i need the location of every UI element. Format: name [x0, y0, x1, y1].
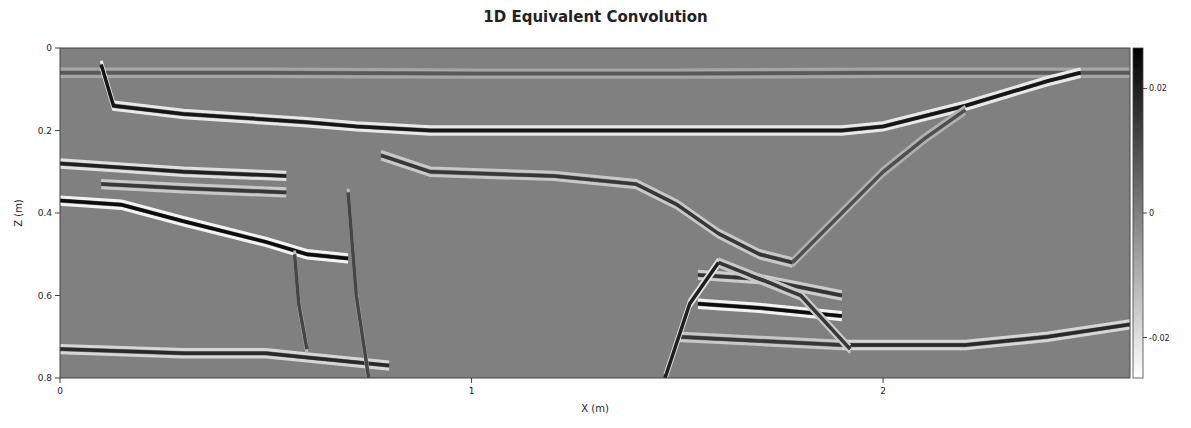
y-tick: [55, 130, 60, 131]
reflector-sidelobe: [793, 114, 966, 267]
y-axis-label: Z (m): [13, 199, 24, 227]
reflector: [60, 71, 1130, 75]
colorbar-tick: [1143, 88, 1147, 89]
plot-frame: [60, 48, 1130, 378]
y-tick-label: 0.6: [38, 291, 53, 301]
colorbar-tick-label: 0.02: [1149, 84, 1167, 93]
reflector: [101, 65, 1080, 131]
reflectors: [60, 61, 1130, 378]
x-tick: [471, 378, 472, 383]
y-tick-label: 0.4: [38, 208, 53, 218]
y-tick: [55, 48, 60, 49]
y-tick: [55, 213, 60, 214]
colorbar-tick-label: 0: [1149, 209, 1154, 218]
y-tick-label: 0: [46, 43, 52, 53]
reflector: [348, 192, 369, 378]
colorbar: [1133, 48, 1143, 378]
x-tick-label: 2: [880, 386, 886, 396]
reflector: [793, 110, 966, 263]
x-axis-label: X (m): [581, 403, 609, 414]
reflector: [60, 164, 286, 176]
colorbar-tick-label: -0.02: [1149, 334, 1170, 343]
y-tick: [55, 295, 60, 296]
reflector-sidelobe: [60, 75, 1130, 79]
x-tick-label: 0: [57, 386, 63, 396]
reflector: [719, 263, 851, 350]
reflector: [60, 201, 348, 259]
reflector-sidelobe: [381, 159, 793, 266]
colorbar-tick: [1143, 337, 1147, 338]
plot-background: [60, 48, 1130, 378]
x-tick: [883, 378, 884, 383]
reflector: [677, 337, 842, 345]
reflector-sidelobe: [719, 266, 851, 353]
x-tick: [60, 378, 61, 383]
y-tick-label: 0.8: [38, 373, 53, 383]
reflector: [842, 324, 1130, 345]
reflector: [101, 184, 286, 192]
reflector: [381, 155, 793, 262]
y-tick-label: 0.2: [38, 126, 52, 136]
reflector-sidelobe: [101, 68, 1080, 134]
chart: 1D Equivalent Convolution 0 1 2 0 0.2 0.4 0.6 0.…: [0, 0, 1191, 428]
reflector: [665, 263, 719, 379]
reflector-sidelobe: [665, 266, 719, 378]
reflector: [60, 349, 389, 366]
y-tick: [55, 378, 60, 379]
title: 1D Equivalent Convolution: [483, 8, 707, 26]
x-tick-label: 1: [469, 386, 475, 396]
reflector: [295, 254, 307, 349]
reflector-sidelobe: [60, 68, 1130, 72]
colorbar-tick: [1143, 213, 1147, 214]
